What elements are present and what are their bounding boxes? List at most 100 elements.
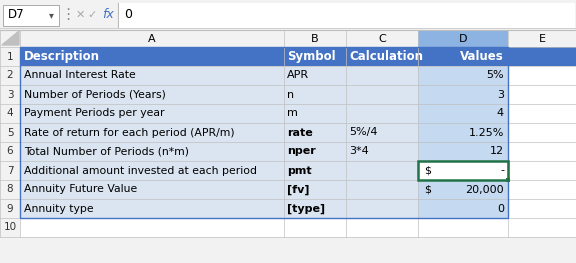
- Bar: [346, 104, 418, 123]
- Bar: [3, 5, 59, 26]
- Bar: [284, 142, 346, 161]
- Bar: [0, 30, 576, 47]
- Bar: [418, 142, 508, 161]
- Text: Payment Periods per year: Payment Periods per year: [24, 109, 165, 119]
- Bar: [508, 142, 576, 161]
- Text: 4: 4: [7, 109, 13, 119]
- Bar: [20, 161, 284, 180]
- Bar: [508, 180, 576, 199]
- Bar: [508, 199, 576, 218]
- Text: 4: 4: [497, 109, 504, 119]
- Bar: [418, 180, 508, 199]
- Text: E: E: [539, 33, 545, 43]
- Bar: [284, 85, 346, 104]
- Bar: [20, 218, 284, 237]
- Text: 3: 3: [7, 89, 13, 99]
- Text: ⋮: ⋮: [60, 8, 75, 23]
- Bar: [418, 161, 508, 180]
- Bar: [0, 161, 20, 180]
- Text: ▾: ▾: [48, 10, 54, 20]
- Text: 2: 2: [7, 70, 13, 80]
- Bar: [0, 218, 20, 237]
- Bar: [508, 85, 576, 104]
- Text: 1.25%: 1.25%: [469, 128, 504, 138]
- Text: 12: 12: [490, 146, 504, 156]
- Bar: [346, 85, 418, 104]
- Text: Number of Periods (Years): Number of Periods (Years): [24, 89, 166, 99]
- Bar: [418, 123, 508, 142]
- Bar: [418, 47, 508, 66]
- Bar: [508, 66, 576, 85]
- Text: 5%: 5%: [486, 70, 504, 80]
- Text: 10: 10: [3, 222, 17, 232]
- Bar: [20, 142, 284, 161]
- Text: Calculation: Calculation: [349, 50, 423, 63]
- Bar: [508, 104, 576, 123]
- Text: 0: 0: [124, 8, 132, 22]
- Bar: [418, 218, 508, 237]
- Text: 9: 9: [7, 204, 13, 214]
- Text: 0: 0: [497, 204, 504, 214]
- Text: B: B: [311, 33, 319, 43]
- Text: ✓: ✓: [88, 10, 97, 20]
- Text: Rate of return for each period (APR/m): Rate of return for each period (APR/m): [24, 128, 234, 138]
- Bar: [346, 218, 418, 237]
- Bar: [346, 199, 418, 218]
- Bar: [20, 123, 284, 142]
- Text: A: A: [148, 33, 156, 43]
- Bar: [418, 66, 508, 85]
- Bar: [508, 161, 576, 180]
- Text: -: -: [500, 165, 504, 175]
- Text: 5: 5: [7, 128, 13, 138]
- Text: ✕: ✕: [75, 10, 85, 20]
- Bar: [0, 30, 20, 47]
- Text: Values: Values: [460, 50, 504, 63]
- Text: Additional amount invested at each period: Additional amount invested at each perio…: [24, 165, 257, 175]
- Text: APR: APR: [287, 70, 309, 80]
- Text: [fv]: [fv]: [287, 184, 309, 195]
- Bar: [284, 218, 346, 237]
- Bar: [284, 123, 346, 142]
- Bar: [20, 180, 284, 199]
- Bar: [0, 142, 20, 161]
- Text: Annuity type: Annuity type: [24, 204, 94, 214]
- Bar: [346, 66, 418, 85]
- Text: Annuity Future Value: Annuity Future Value: [24, 185, 137, 195]
- Text: 3: 3: [497, 89, 504, 99]
- Bar: [119, 3, 575, 28]
- Text: $: $: [424, 165, 431, 175]
- Bar: [418, 161, 508, 180]
- Bar: [20, 47, 508, 218]
- Bar: [284, 104, 346, 123]
- Bar: [508, 218, 576, 237]
- Text: D: D: [458, 33, 467, 43]
- Bar: [284, 161, 346, 180]
- Bar: [20, 199, 284, 218]
- Text: rate: rate: [287, 128, 313, 138]
- Bar: [284, 47, 346, 66]
- Bar: [20, 104, 284, 123]
- Bar: [346, 142, 418, 161]
- Bar: [284, 66, 346, 85]
- Text: C: C: [378, 33, 386, 43]
- Bar: [346, 123, 418, 142]
- Text: 1: 1: [7, 52, 13, 62]
- Text: 8: 8: [7, 185, 13, 195]
- Text: Total Number of Periods (n*m): Total Number of Periods (n*m): [24, 146, 189, 156]
- Polygon shape: [2, 31, 19, 45]
- Bar: [0, 104, 20, 123]
- Text: [type]: [type]: [287, 203, 325, 214]
- Bar: [506, 178, 510, 182]
- Bar: [0, 123, 20, 142]
- Bar: [0, 47, 20, 66]
- Text: nper: nper: [287, 146, 316, 156]
- Bar: [0, 0, 576, 30]
- Text: Symbol: Symbol: [287, 50, 336, 63]
- Bar: [20, 47, 284, 66]
- Bar: [284, 180, 346, 199]
- Text: pmt: pmt: [287, 165, 312, 175]
- Bar: [418, 199, 508, 218]
- Bar: [0, 180, 20, 199]
- Text: D7: D7: [8, 8, 25, 22]
- Bar: [284, 199, 346, 218]
